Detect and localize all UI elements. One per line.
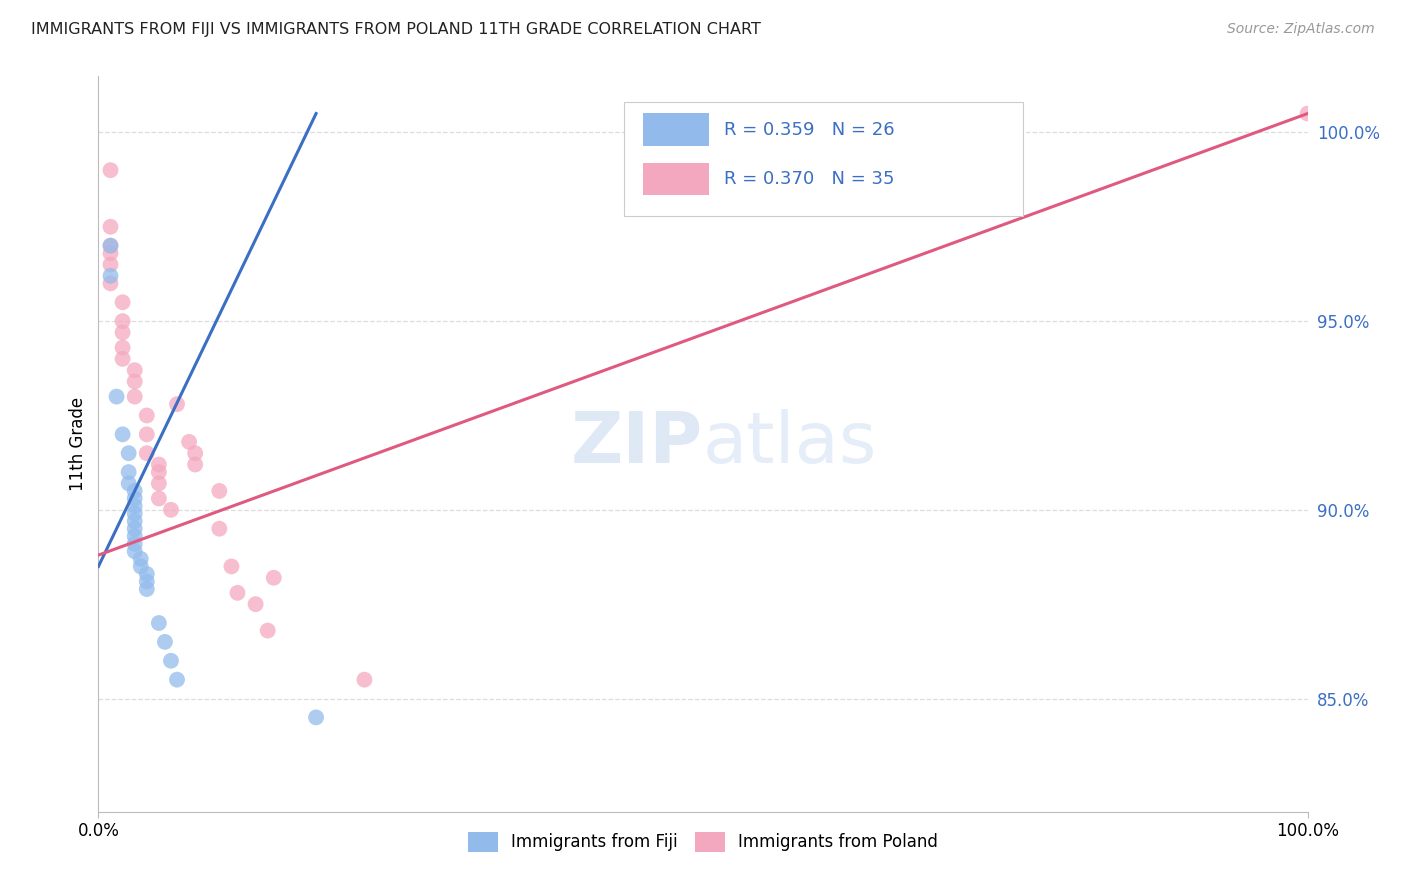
Point	[166, 673, 188, 687]
Point	[129, 552, 152, 566]
Point	[305, 710, 328, 724]
Point	[1296, 106, 1319, 120]
Point	[100, 268, 122, 283]
Point	[135, 582, 157, 596]
Point	[129, 559, 152, 574]
Point	[148, 476, 170, 491]
Text: Source: ZipAtlas.com: Source: ZipAtlas.com	[1227, 22, 1375, 37]
Point	[263, 571, 285, 585]
Point	[135, 446, 157, 460]
Text: R = 0.370   N = 35: R = 0.370 N = 35	[724, 169, 894, 188]
Point	[148, 465, 170, 479]
Point	[166, 397, 188, 411]
Text: atlas: atlas	[703, 409, 877, 478]
Point	[135, 409, 157, 423]
Point	[153, 635, 176, 649]
Point	[118, 446, 141, 460]
Point	[124, 514, 146, 528]
Point	[148, 458, 170, 472]
Point	[111, 295, 134, 310]
Point	[100, 277, 122, 291]
Point	[124, 491, 146, 506]
Point	[105, 390, 128, 404]
FancyBboxPatch shape	[643, 162, 709, 195]
Text: R = 0.359   N = 26: R = 0.359 N = 26	[724, 120, 894, 138]
Point	[124, 375, 146, 389]
Point	[221, 559, 243, 574]
Point	[124, 529, 146, 543]
Point	[148, 615, 170, 630]
Point	[208, 522, 231, 536]
Point	[111, 326, 134, 340]
Y-axis label: 11th Grade: 11th Grade	[69, 397, 87, 491]
Point	[135, 574, 157, 589]
Point	[124, 507, 146, 521]
FancyBboxPatch shape	[643, 113, 709, 145]
Point	[124, 537, 146, 551]
Point	[111, 351, 134, 366]
Point	[124, 544, 146, 558]
Point	[111, 341, 134, 355]
Point	[135, 427, 157, 442]
Point	[118, 476, 141, 491]
Point	[111, 427, 134, 442]
Point	[124, 390, 146, 404]
Point	[124, 522, 146, 536]
FancyBboxPatch shape	[624, 102, 1024, 216]
Point	[124, 363, 146, 377]
Point	[100, 246, 122, 260]
Point	[135, 566, 157, 581]
Point	[111, 314, 134, 328]
Point	[100, 238, 122, 252]
Point	[245, 597, 267, 611]
Point	[124, 499, 146, 513]
Point	[100, 238, 122, 252]
Point	[179, 434, 201, 449]
Point	[353, 673, 375, 687]
Point	[184, 446, 207, 460]
Point	[100, 219, 122, 234]
Point	[148, 491, 170, 506]
Text: ZIP: ZIP	[571, 409, 703, 478]
Point	[118, 465, 141, 479]
Point	[160, 503, 183, 517]
Point	[256, 624, 278, 638]
Legend: Immigrants from Fiji, Immigrants from Poland: Immigrants from Fiji, Immigrants from Po…	[461, 825, 945, 859]
Point	[100, 163, 122, 178]
Point	[100, 258, 122, 272]
Text: IMMIGRANTS FROM FIJI VS IMMIGRANTS FROM POLAND 11TH GRADE CORRELATION CHART: IMMIGRANTS FROM FIJI VS IMMIGRANTS FROM …	[31, 22, 761, 37]
Point	[208, 483, 231, 498]
Point	[160, 654, 183, 668]
Point	[124, 483, 146, 498]
Point	[184, 458, 207, 472]
Point	[226, 586, 249, 600]
